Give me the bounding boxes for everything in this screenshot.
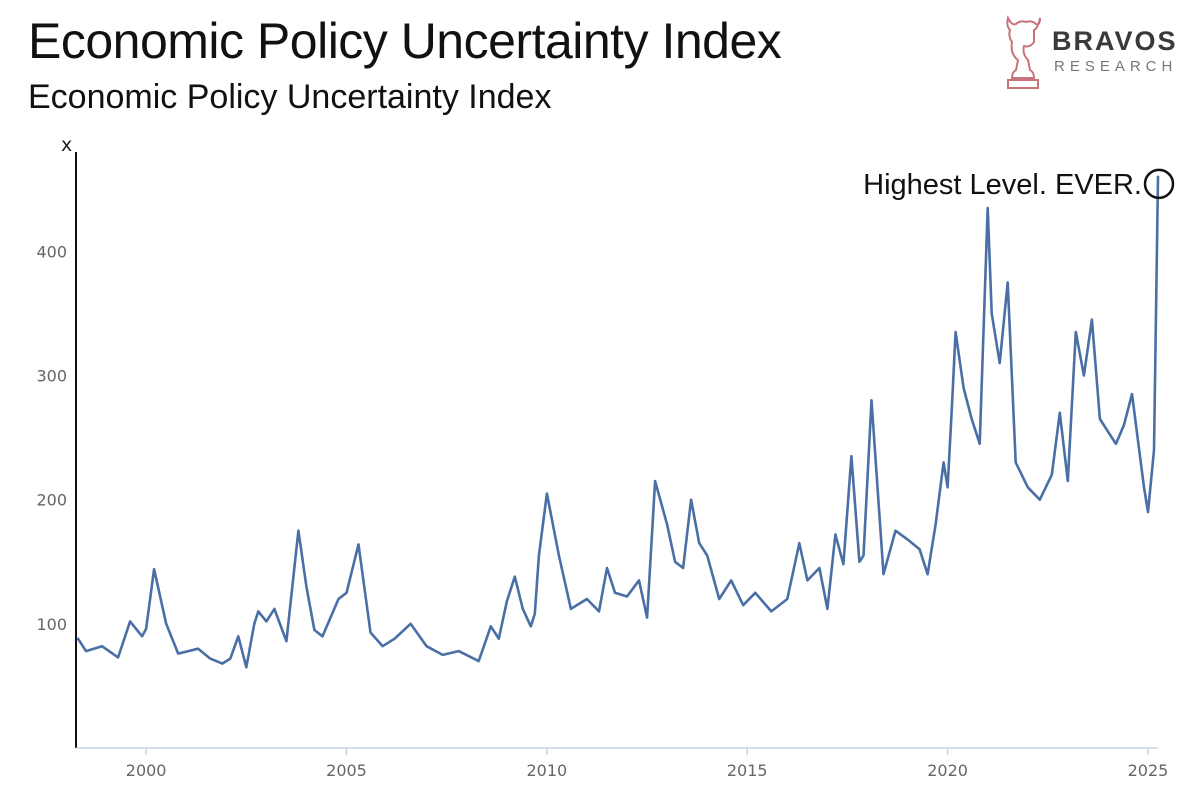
logo-subtext: RESEARCH	[1054, 58, 1178, 75]
series-line-epu	[76, 175, 1160, 669]
y-tick-label-300: 300	[36, 367, 67, 386]
highest-level-annotation: Highest Level. EVER.	[863, 169, 1142, 201]
y-tick-label-200: 200	[36, 491, 67, 510]
x-ticks: 2000 2005 2010 2015 2020 2025	[126, 748, 1169, 780]
y-axis-label: x	[61, 134, 72, 156]
x-tick-label-2000: 2000	[126, 761, 167, 780]
chart-subtitle: Economic Policy Uncertainty Index	[28, 78, 552, 116]
brand-logo: BRAVOS RESEARCH	[1000, 12, 1190, 92]
x-tick-label-2015: 2015	[727, 761, 768, 780]
y-ticks: 100 200 300 400	[36, 242, 67, 633]
peak-highlight-circle	[1143, 168, 1175, 200]
logo-wordmark: BRAVOS	[1052, 26, 1178, 56]
y-tick-label-100: 100	[36, 615, 67, 634]
x-tick-label-2025: 2025	[1128, 761, 1169, 780]
chart-title: Economic Policy Uncertainty Index	[28, 13, 782, 69]
bull-knight-icon	[1006, 15, 1041, 89]
x-tick-label-2005: 2005	[326, 761, 367, 780]
x-tick-label-2010: 2010	[527, 761, 568, 780]
x-tick-label-2020: 2020	[927, 761, 968, 780]
y-tick-label-400: 400	[36, 242, 67, 261]
